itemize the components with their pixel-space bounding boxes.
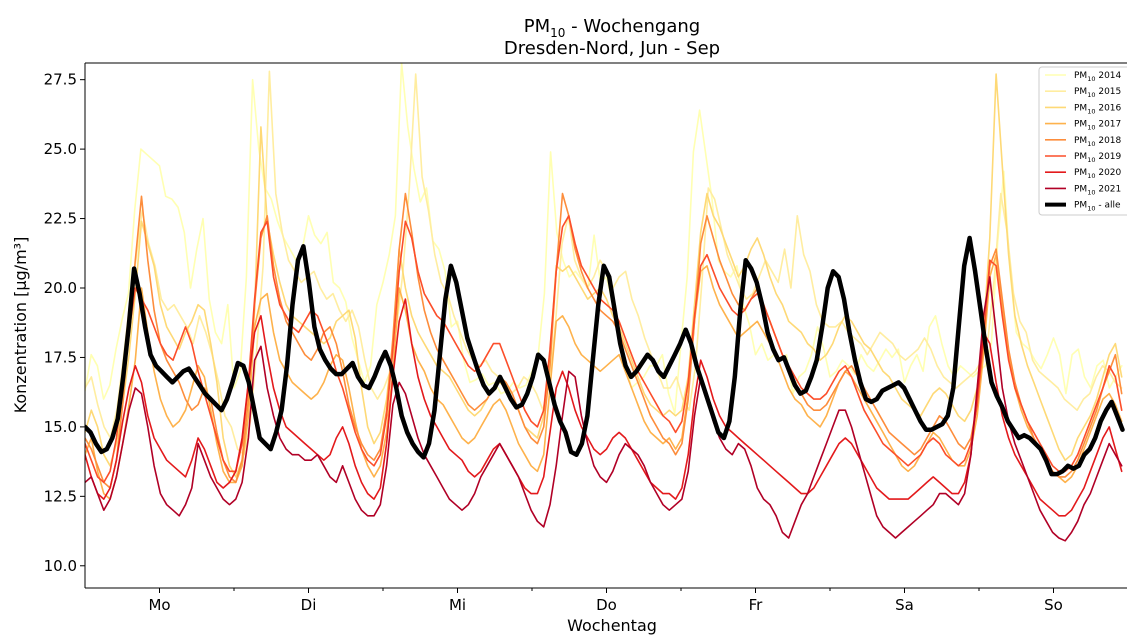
legend-frame	[1038, 66, 1127, 216]
series-line-7	[85, 276, 1123, 542]
x-tick-label: So	[1044, 596, 1063, 614]
y-tick-label: 17.5	[44, 348, 77, 366]
legend-label: PM10 2021	[1074, 184, 1121, 196]
x-tick-label: Mo	[148, 596, 170, 614]
x-axis-label: Wochentag	[567, 616, 657, 635]
legend: PM10 2014 PM10 2015 PM10 2016 PM10 2017 PM10…	[1038, 66, 1127, 216]
series-lines	[85, 63, 1125, 542]
legend-label: PM10 2014	[1074, 71, 1122, 83]
x-tick-label: Fr	[749, 596, 764, 614]
legend-label: PM10 2015	[1074, 87, 1121, 99]
legend-label: PM10 2020	[1074, 168, 1122, 180]
y-axis-ticks: 10.0 12.5 15.0 17.5 20.0 22.5 25.0 27.5	[44, 71, 85, 575]
y-tick-label: 27.5	[44, 71, 77, 89]
x-tick-label: Di	[301, 596, 317, 614]
chart-subtitle: Dresden-Nord, Jun - Sep	[504, 38, 720, 59]
y-tick-label: 22.5	[44, 210, 77, 228]
x-tick-label: Do	[596, 596, 617, 614]
y-tick-label: 10.0	[44, 557, 77, 575]
legend-label: PM10 2016	[1074, 103, 1122, 115]
y-tick-label: 15.0	[44, 418, 77, 436]
y-axis-label: Konzentration [µg/m³]	[11, 237, 30, 414]
series-line-8	[85, 235, 1125, 477]
chart-title: PM10 - Wochengang	[524, 16, 700, 40]
y-tick-label: 25.0	[44, 140, 77, 158]
series-line-5	[85, 215, 1123, 484]
x-tick-label: Sa	[895, 596, 914, 614]
series-line-6	[85, 298, 1123, 517]
x-axis-ticks: Mo Di Mi Do Fr Sa So	[148, 588, 1063, 614]
x-tick-label: Mi	[449, 596, 466, 614]
y-tick-label: 20.0	[44, 279, 77, 297]
series-line-3	[85, 253, 1123, 500]
legend-label: PM10 - alle	[1074, 201, 1121, 213]
legend-label: PM10 2019	[1074, 152, 1122, 164]
legend-label: PM10 2017	[1074, 120, 1121, 132]
legend-label: PM10 2018	[1074, 136, 1122, 148]
series-line-0	[85, 63, 1123, 414]
y-tick-label: 12.5	[44, 487, 77, 505]
